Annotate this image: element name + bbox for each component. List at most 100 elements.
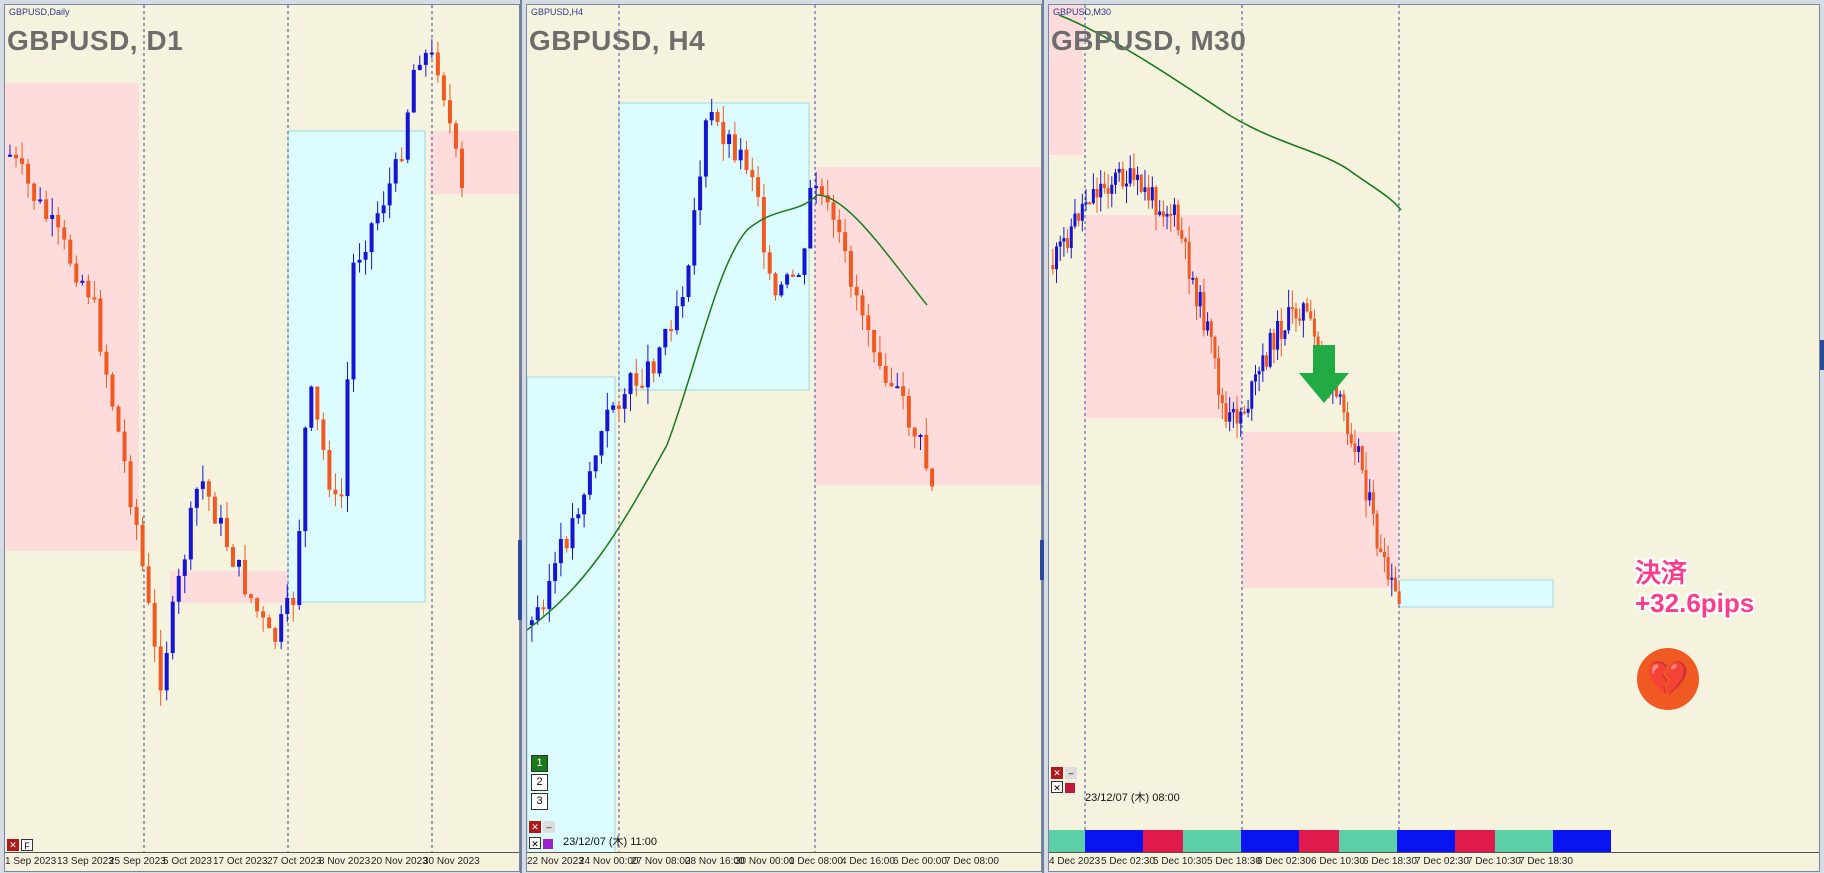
candle-body [1371, 492, 1375, 514]
chart-area-m30[interactable]: GBPUSD,M30 GBPUSD, M30 決済 +32.6pips 💔 ✕ … [1048, 4, 1820, 872]
candle-body [1224, 402, 1228, 422]
candle-body [297, 531, 302, 606]
candle-body [1242, 411, 1246, 414]
candle-body [773, 273, 778, 296]
candle-body [1346, 412, 1350, 435]
candle-body [447, 100, 452, 124]
x-axis-label: 13 Sep 2023 [57, 856, 114, 867]
vertical-scroll-indicator[interactable] [518, 540, 522, 620]
candle-body [1198, 291, 1202, 307]
x-axis-label: 7 Dec 08:00 [945, 856, 999, 867]
chart-tag: GBPUSD,Daily [9, 7, 70, 17]
candle-body [1360, 446, 1364, 471]
candle-body [453, 123, 458, 149]
candle-body [393, 159, 398, 184]
candle-body [831, 202, 836, 220]
cyan-zone [527, 376, 616, 853]
candle-body [1335, 379, 1339, 397]
candle-body [912, 427, 917, 437]
x-axis-m30: 4 Dec 2023 5 Dec 02:30 5 Dec 10:30 5 Dec 18… [1049, 852, 1819, 871]
candle-body [1231, 409, 1235, 413]
minimize-icon[interactable]: – [1065, 767, 1077, 779]
chart-area-daily[interactable]: GBPUSD,Daily GBPUSD, D1 ✕ F ✕ 1 Sep 2023… [4, 4, 520, 872]
x-axis-label: 24 Nov 00:00 [579, 856, 639, 867]
chart-window-h4: GBPUSD,H4 GBPUSD, H4 1 2 3 ✕ – ✕ 23/12/0… [522, 0, 1042, 873]
candle-body [200, 481, 205, 489]
candle-body [1239, 411, 1243, 424]
candle-body [1066, 238, 1070, 248]
candle-body [339, 494, 344, 497]
candle-body [387, 183, 392, 206]
candle-body [1172, 204, 1176, 215]
tool-button-1[interactable]: 1 [531, 755, 548, 772]
close-icon[interactable]: ✕ [529, 821, 541, 833]
settlement-callout-line1: 決済 [1635, 558, 1688, 588]
candle-body [86, 280, 91, 298]
candle-body [651, 361, 656, 374]
candle-body [315, 386, 320, 420]
candle-body [116, 406, 121, 432]
candle-body [889, 382, 894, 387]
candle-body [918, 434, 923, 437]
candle-body [14, 154, 19, 159]
candle-body [1283, 330, 1287, 339]
tool-button-3[interactable]: 3 [531, 793, 548, 810]
candle-body [32, 183, 37, 201]
x-icon[interactable]: ✕ [529, 837, 541, 849]
candle-body [194, 488, 199, 508]
vertical-scroll-indicator[interactable] [1820, 340, 1824, 370]
candle-body [357, 259, 362, 263]
candle-body [1298, 318, 1302, 321]
candle-body [188, 507, 193, 560]
x-axis-label: 4 Dec 2023 [1049, 856, 1101, 867]
x-axis-label: 1 Dec 08:00 [789, 856, 843, 867]
chart-area-h4[interactable]: GBPUSD,H4 GBPUSD, H4 1 2 3 ✕ – ✕ 23/12/0… [526, 4, 1042, 872]
candle-body [1382, 551, 1386, 558]
candle-body [20, 158, 25, 164]
x-axis-daily: 1 Sep 2023 13 Sep 2023 25 Sep 2023 5 Oct 20… [5, 852, 519, 871]
chart-tag: GBPUSD,M30 [1053, 7, 1112, 17]
candle-body [553, 563, 558, 582]
candle-body [1379, 548, 1383, 552]
x-axis-label: 6 Dec 18:30 [1363, 856, 1417, 867]
red-square-icon[interactable] [1065, 783, 1075, 793]
candle-body [837, 219, 842, 233]
x-icon[interactable]: ✕ [1051, 781, 1063, 793]
x-axis-label: 22 Nov 2023 [527, 856, 584, 867]
candle-body [1386, 557, 1390, 580]
candle-body [1250, 381, 1254, 409]
candle-body [441, 75, 446, 101]
candle-body [1364, 470, 1368, 501]
candle-body [628, 373, 633, 395]
purple-square-icon[interactable] [543, 839, 553, 849]
close-icon[interactable]: ✕ [1051, 767, 1063, 779]
candle-body [1058, 241, 1062, 247]
candle-body [92, 297, 97, 300]
candle-body [1272, 332, 1276, 350]
cyan-zone [1398, 579, 1554, 608]
x-axis-label: 4 Dec 16:00 [841, 856, 895, 867]
candle-body [1095, 189, 1099, 198]
candle-body [1102, 183, 1106, 189]
minimize-icon[interactable]: – [543, 821, 555, 833]
candle-body [80, 280, 85, 283]
candle-body [321, 419, 326, 450]
candle-body [1312, 318, 1316, 337]
candle-body [1062, 238, 1066, 242]
x-axis-h4: 22 Nov 2023 24 Nov 00:00 27 Nov 08:00 28 No… [527, 852, 1041, 871]
candle-body [1279, 320, 1283, 339]
candle-body [796, 275, 801, 278]
candle-body [1077, 213, 1081, 221]
candle-body [62, 227, 67, 240]
tool-button-2[interactable]: 2 [531, 774, 548, 791]
f-button[interactable]: F [21, 839, 33, 851]
candle-body [547, 581, 552, 609]
candle-body [104, 351, 109, 375]
candle-body [291, 597, 296, 606]
down-arrow-icon [1299, 345, 1349, 403]
vertical-scroll-indicator[interactable] [1040, 540, 1044, 580]
candle-body [249, 594, 254, 599]
x-axis-label: 20 Nov 2023 [371, 856, 428, 867]
close-icon[interactable]: ✕ [7, 839, 19, 851]
candle-body [1257, 371, 1261, 375]
